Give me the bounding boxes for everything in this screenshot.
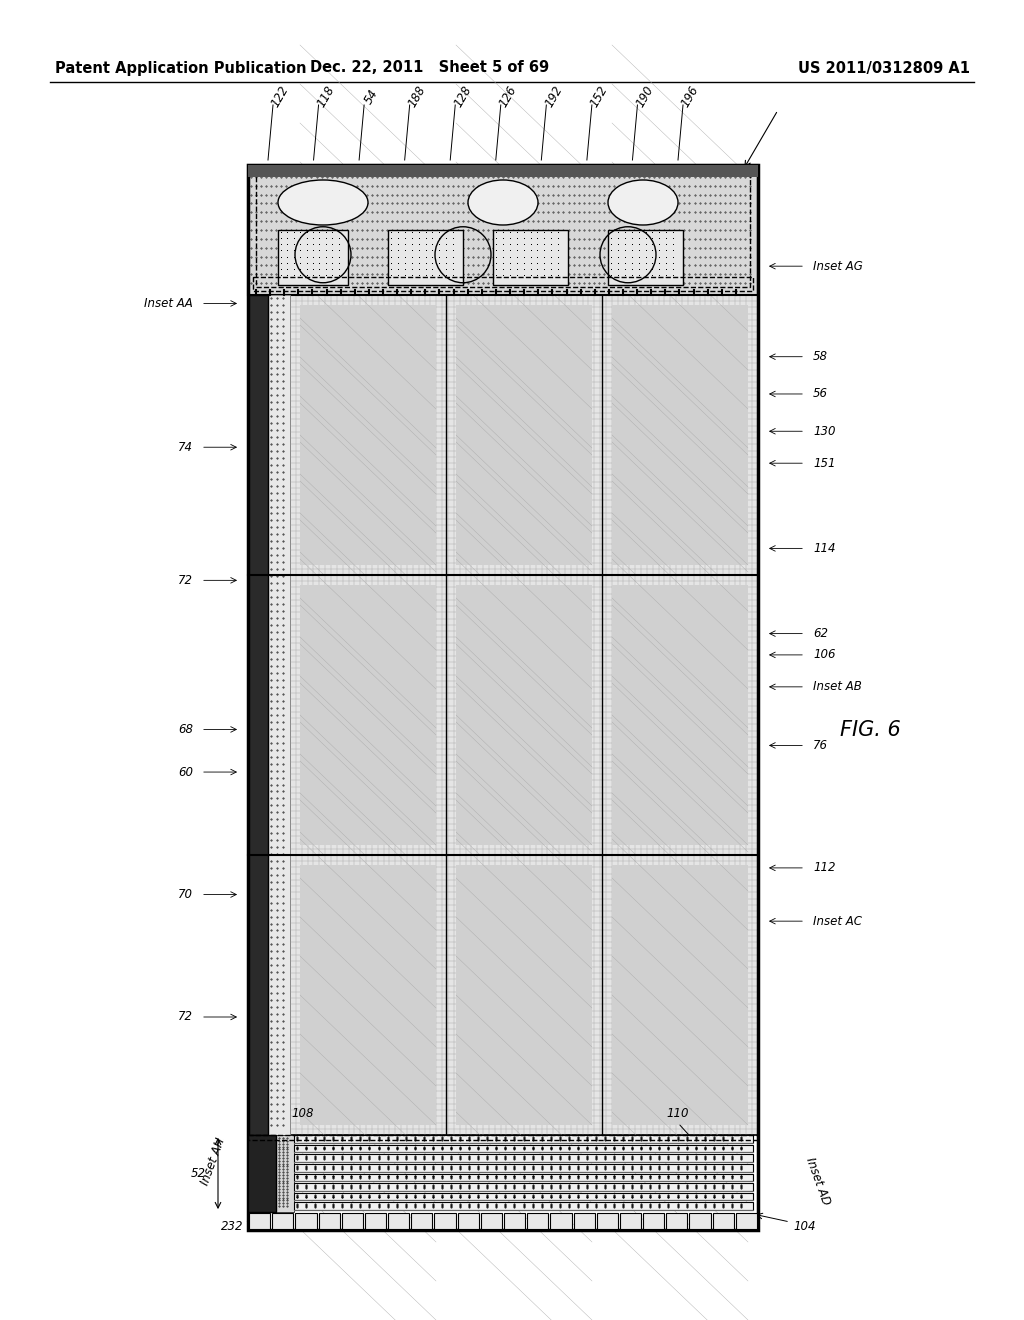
Bar (612, 865, 748, 1125)
Bar (253, 277, 753, 290)
Bar (300, 305, 436, 565)
Bar (620, 1213, 641, 1229)
Bar (272, 1213, 293, 1229)
Bar (412, 1213, 432, 1229)
Bar (295, 1213, 316, 1229)
Text: 190: 190 (634, 83, 656, 110)
Bar (256, 173, 750, 286)
Bar (248, 165, 758, 177)
Ellipse shape (278, 180, 368, 224)
Text: 188: 188 (406, 83, 428, 110)
Bar (248, 165, 758, 294)
Text: Patent Application Publication: Patent Application Publication (55, 61, 306, 75)
Text: 60: 60 (178, 766, 193, 779)
Text: 76: 76 (813, 739, 828, 752)
Bar (736, 1213, 757, 1229)
Text: 128: 128 (452, 83, 474, 110)
Bar (689, 1213, 711, 1229)
Bar (318, 1213, 340, 1229)
Text: Inset AH: Inset AH (199, 1137, 228, 1188)
Bar (248, 1135, 758, 1140)
Bar (294, 1193, 753, 1200)
Text: Inset AG: Inset AG (813, 260, 863, 273)
Bar (612, 305, 748, 565)
Bar (294, 1203, 753, 1210)
Bar (573, 1213, 595, 1229)
Bar (294, 1154, 753, 1162)
Bar (434, 1213, 456, 1229)
Text: 62: 62 (813, 627, 828, 640)
Bar (300, 865, 436, 1125)
Text: 114: 114 (813, 543, 836, 554)
Text: Inset AC: Inset AC (813, 915, 862, 928)
Bar (388, 230, 463, 285)
Bar (278, 230, 348, 285)
Text: 72: 72 (178, 574, 193, 587)
Text: FIG. 6: FIG. 6 (840, 719, 900, 741)
Text: Dec. 22, 2011   Sheet 5 of 69: Dec. 22, 2011 Sheet 5 of 69 (310, 61, 550, 75)
Text: 232: 232 (220, 1221, 243, 1233)
Text: 152: 152 (588, 83, 610, 110)
Bar (388, 1213, 410, 1229)
Bar (248, 294, 268, 1135)
Bar (300, 585, 436, 845)
Bar (249, 1213, 270, 1229)
Bar (290, 294, 758, 576)
Bar (643, 1213, 665, 1229)
Text: 108: 108 (292, 1107, 314, 1119)
Bar (290, 855, 758, 1135)
Text: 70: 70 (178, 888, 193, 902)
Bar (365, 1213, 386, 1229)
Text: 118: 118 (314, 83, 337, 110)
Bar (276, 1135, 294, 1212)
Text: 54: 54 (362, 87, 381, 107)
Bar (713, 1213, 734, 1229)
Text: 72: 72 (178, 1011, 193, 1023)
Bar (294, 1173, 753, 1181)
Text: 130: 130 (813, 425, 836, 438)
Text: 104: 104 (793, 1220, 815, 1233)
Bar (268, 294, 290, 1135)
Text: 192: 192 (543, 83, 565, 110)
Bar (342, 1213, 362, 1229)
Bar (248, 1135, 276, 1212)
Text: 68: 68 (178, 723, 193, 737)
Bar (456, 585, 592, 845)
Text: 196: 196 (679, 83, 701, 110)
Text: 106: 106 (813, 648, 836, 661)
Bar (527, 1213, 549, 1229)
Text: 122: 122 (269, 83, 292, 110)
Bar (294, 1164, 753, 1172)
Bar (458, 1213, 479, 1229)
Bar (294, 1144, 753, 1152)
Text: Inset AA: Inset AA (144, 297, 193, 310)
Text: 58: 58 (813, 350, 828, 363)
Text: 126: 126 (497, 83, 519, 110)
Bar (504, 1213, 525, 1229)
Bar (493, 230, 568, 285)
Text: Inset AD: Inset AD (803, 1155, 833, 1206)
Ellipse shape (608, 180, 678, 224)
Text: 52: 52 (191, 1167, 206, 1180)
Bar (481, 1213, 502, 1229)
Bar (597, 1213, 617, 1229)
Text: 112: 112 (813, 862, 836, 874)
Text: 56: 56 (813, 388, 828, 400)
Bar (294, 1183, 753, 1191)
Bar (290, 576, 758, 855)
Bar (667, 1213, 687, 1229)
Bar (550, 1213, 571, 1229)
Text: 74: 74 (178, 441, 193, 454)
Bar (612, 585, 748, 845)
Bar (456, 305, 592, 565)
Text: 151: 151 (813, 457, 836, 470)
Ellipse shape (468, 180, 538, 224)
Bar (294, 1135, 753, 1143)
Bar (248, 165, 758, 1230)
Text: Inset AB: Inset AB (813, 680, 862, 693)
Bar (456, 865, 592, 1125)
Text: 110: 110 (667, 1107, 689, 1119)
Text: US 2011/0312809 A1: US 2011/0312809 A1 (798, 61, 970, 75)
Bar (608, 230, 683, 285)
